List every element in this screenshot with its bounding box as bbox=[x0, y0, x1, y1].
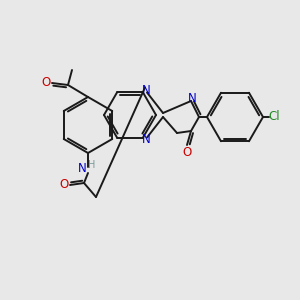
Text: N: N bbox=[188, 92, 196, 106]
Text: N: N bbox=[78, 161, 86, 175]
Text: O: O bbox=[59, 178, 69, 191]
Text: Cl: Cl bbox=[268, 110, 280, 124]
Text: N: N bbox=[142, 133, 150, 146]
Text: O: O bbox=[41, 76, 51, 89]
Text: H: H bbox=[88, 160, 96, 170]
Text: O: O bbox=[182, 146, 192, 160]
Text: N: N bbox=[142, 84, 150, 97]
